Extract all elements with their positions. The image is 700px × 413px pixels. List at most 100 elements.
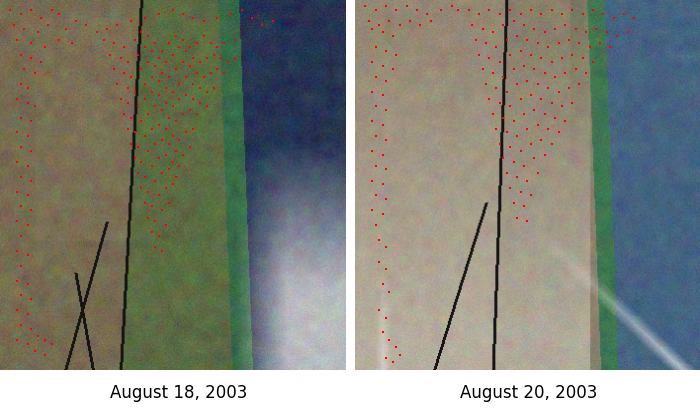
Point — [198, 34, 209, 40]
Point — [380, 355, 391, 362]
Point — [174, 137, 185, 144]
Point — [501, 130, 512, 136]
Point — [367, 148, 378, 155]
Point — [125, 74, 136, 81]
Point — [370, 74, 382, 81]
Point — [363, 19, 374, 26]
Point — [515, 189, 526, 195]
Point — [25, 8, 36, 14]
Point — [22, 133, 33, 140]
Point — [67, 41, 78, 47]
Point — [394, 351, 405, 358]
Point — [501, 37, 512, 44]
Point — [150, 244, 161, 251]
Point — [143, 34, 154, 40]
Point — [528, 108, 540, 114]
Point — [25, 56, 36, 62]
Point — [377, 211, 388, 218]
Point — [532, 171, 543, 177]
Point — [467, 23, 478, 29]
Point — [491, 45, 502, 51]
Point — [160, 185, 172, 192]
Point — [494, 141, 505, 147]
Point — [512, 174, 523, 181]
Point — [132, 171, 144, 177]
Point — [22, 222, 33, 229]
Point — [195, 85, 206, 92]
Point — [218, 41, 230, 47]
Point — [188, 126, 199, 133]
Point — [522, 178, 533, 185]
Point — [198, 19, 209, 26]
Point — [22, 281, 33, 288]
Point — [32, 333, 43, 339]
Point — [150, 63, 161, 70]
Point — [225, 12, 237, 18]
Point — [118, 45, 130, 51]
Point — [12, 97, 23, 103]
Point — [422, 12, 433, 18]
Point — [377, 122, 388, 129]
Point — [370, 45, 382, 51]
Point — [508, 119, 519, 125]
Point — [150, 218, 161, 225]
Point — [153, 192, 164, 199]
Point — [374, 237, 385, 244]
Point — [160, 222, 172, 229]
Point — [380, 137, 391, 144]
Point — [184, 108, 195, 114]
Point — [25, 148, 36, 155]
Point — [370, 163, 382, 170]
Point — [608, 15, 620, 22]
Point — [139, 45, 150, 51]
Point — [515, 12, 526, 18]
Point — [46, 8, 57, 14]
Point — [257, 23, 268, 29]
Point — [515, 48, 526, 55]
Point — [577, 12, 588, 18]
Point — [70, 19, 81, 26]
Point — [157, 71, 168, 77]
Point — [118, 71, 130, 77]
Point — [181, 130, 192, 136]
Point — [374, 23, 385, 29]
Point — [139, 82, 150, 88]
Point — [477, 26, 488, 33]
Point — [512, 82, 523, 88]
Point — [153, 93, 164, 100]
Point — [584, 45, 595, 51]
Point — [532, 122, 543, 129]
Point — [536, 56, 547, 62]
Point — [53, 12, 64, 18]
Point — [15, 204, 27, 210]
Point — [12, 307, 23, 314]
Point — [519, 204, 530, 210]
Point — [22, 192, 33, 199]
Point — [370, 104, 382, 111]
Point — [122, 85, 133, 92]
Point — [150, 141, 161, 147]
Point — [550, 115, 561, 121]
Point — [367, 26, 378, 33]
Point — [377, 330, 388, 336]
Point — [573, 41, 584, 47]
Point — [36, 59, 47, 66]
Point — [136, 119, 147, 125]
Point — [519, 111, 530, 118]
Point — [153, 122, 164, 129]
Point — [370, 192, 382, 199]
Point — [377, 93, 388, 100]
Point — [12, 189, 23, 195]
Point — [477, 67, 488, 74]
Point — [391, 52, 402, 59]
Point — [136, 67, 147, 74]
Point — [53, 37, 64, 44]
Point — [157, 48, 168, 55]
Point — [525, 141, 536, 147]
Point — [19, 67, 30, 74]
Point — [446, 4, 457, 11]
Point — [174, 82, 185, 88]
Point — [505, 8, 516, 14]
Point — [612, 34, 623, 40]
Point — [139, 174, 150, 181]
